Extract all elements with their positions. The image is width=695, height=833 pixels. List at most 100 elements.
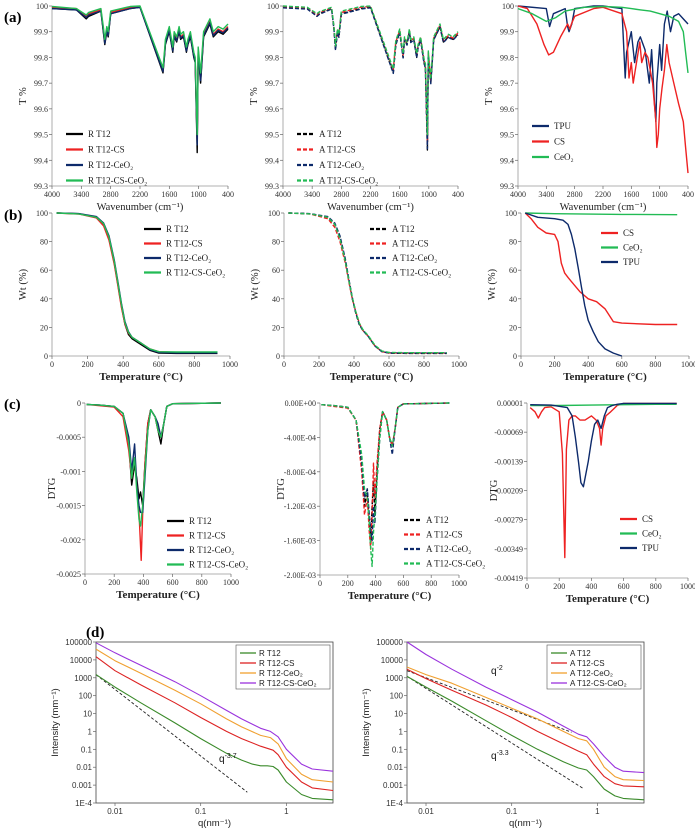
- x-tick-label: 0: [318, 579, 322, 588]
- y-tick-label: -0.00069: [494, 428, 523, 437]
- x-tick-label: 400: [682, 190, 694, 199]
- x-tick-label: 600: [383, 360, 395, 369]
- y-tick-label: 100: [390, 692, 404, 701]
- legend-label: A T12-CS: [319, 145, 356, 155]
- x-tick-label: 400: [348, 360, 360, 369]
- y-tick-label: 1: [88, 727, 93, 736]
- y-tick-label: 60: [272, 266, 280, 275]
- x-axis-label: Temperature (°C): [99, 371, 183, 383]
- y-tick-label: 0.00E+00: [285, 399, 316, 408]
- y-tick-label: 99.6: [265, 105, 279, 114]
- legend-label: R T12-CeO₂: [166, 253, 211, 263]
- plot-frame: [406, 641, 645, 804]
- legend-label: A T12-CS: [570, 659, 605, 668]
- x-tick-label: 400: [452, 190, 464, 199]
- series-line-r-t12-cs-ceo-: [86, 402, 221, 527]
- legend-label: R T12-CS: [189, 531, 226, 541]
- x-tick-label: 1000: [681, 360, 695, 369]
- legend-label: CS: [642, 514, 653, 524]
- series-line-a-t12-ceo-: [282, 7, 459, 150]
- y-tick-label: -8.00E-04: [284, 468, 316, 477]
- x-tick-label: 600: [618, 582, 630, 591]
- series-line-r-t12: [51, 6, 229, 154]
- y-tick-label: 10000: [70, 656, 93, 665]
- legend-box: [546, 644, 642, 690]
- series-line-a-t12: [406, 675, 645, 801]
- series-line-a-t12: [288, 212, 447, 355]
- y-axis-label: T %: [249, 87, 260, 105]
- x-axis-label: Wavenumber (cm⁻¹): [560, 202, 647, 213]
- legend-label: A T12-CeO₂: [392, 253, 437, 263]
- y-tick-label: -0.00209: [494, 487, 523, 496]
- y-tick-label: -0.00279: [494, 516, 523, 525]
- chart-a2: 99.3 99.4 99.5 99.6 99.7 99.8 99.9 100 4000 3400 2…: [249, 2, 464, 213]
- y-axis-label: T %: [484, 87, 495, 105]
- legend-label: R T12-CS: [166, 239, 203, 249]
- y-tick-label: 0.001: [72, 781, 93, 790]
- x-tick-label: 0.1: [195, 807, 207, 816]
- x-tick-label: 800: [425, 579, 437, 588]
- series-line-a-t12-cs: [288, 212, 447, 354]
- y-tick-label: 1E-4: [75, 799, 92, 808]
- y-tick-label: -0.0005: [56, 433, 81, 442]
- x-tick-label: 400: [137, 578, 149, 587]
- y-tick-label: 99.5: [265, 131, 279, 140]
- y-tick-label: 99.3: [500, 182, 514, 191]
- y-tick-label: -0.00139: [494, 457, 523, 466]
- x-axis-label: Temperature (°C): [563, 371, 647, 383]
- x-tick-label: 1000: [680, 582, 695, 591]
- series-line-tpu: [530, 402, 677, 488]
- series-line-r-t12: [86, 402, 221, 507]
- x-tick-label: 0: [525, 582, 529, 591]
- series-line-r-t12-cs-ceo-: [56, 212, 218, 353]
- y-tick-label: 99.3: [265, 182, 279, 191]
- legend-label: A T12-CS: [392, 239, 429, 249]
- y-axis-label: Wt (%): [487, 268, 498, 300]
- x-tick-label: 800: [418, 360, 430, 369]
- x-tick-label: 4000: [275, 190, 291, 199]
- power-law-fit-line: [95, 674, 248, 793]
- x-tick-label: 2800: [567, 190, 583, 199]
- legend-label: A T12-CS-CeO₂: [392, 268, 451, 278]
- legend-label: R T12-CS: [259, 659, 294, 668]
- y-axis-label: Intensity (mm⁻¹): [361, 688, 372, 756]
- series-line-r-t12: [95, 674, 334, 801]
- y-tick-label: 10: [83, 710, 92, 719]
- y-axis-label: Wt (%): [18, 268, 29, 300]
- series-line-a-t12-cs-ceo-: [406, 641, 645, 774]
- x-tick-label: 1: [595, 807, 600, 816]
- legend-label: CeO₂: [554, 152, 574, 162]
- x-tick-label: 0: [519, 360, 523, 369]
- series-line-r-t12-cs: [95, 656, 334, 792]
- chart-a3: 99.3 99.4 99.5 99.6 99.7 99.8 99.9 100 4000 3400 2…: [484, 2, 694, 213]
- y-tick-label: 1000: [385, 674, 403, 683]
- panel-label-b: (b): [4, 208, 22, 224]
- legend-label: TPU: [623, 257, 641, 267]
- x-tick-label: 0: [282, 360, 286, 369]
- y-tick-label: 99.8: [500, 53, 514, 62]
- x-tick-label: 0: [83, 578, 87, 587]
- x-tick-label: 400: [117, 360, 129, 369]
- y-tick-label: 20: [40, 323, 48, 332]
- x-tick-label: 2200: [595, 190, 611, 199]
- y-tick-label: -2.00E-03: [284, 571, 316, 580]
- x-tick-label: 800: [649, 360, 661, 369]
- y-tick-label: 99.9: [500, 28, 514, 37]
- x-tick-label: 600: [397, 579, 409, 588]
- y-tick-label: 100: [79, 692, 93, 701]
- series-line-a-t12-cs-ceo-: [282, 5, 459, 136]
- y-tick-label: 60: [509, 266, 517, 275]
- y-tick-label: 0.001: [383, 781, 404, 790]
- y-tick-label: 80: [272, 238, 280, 247]
- series-line-cs: [529, 402, 677, 559]
- series-line-r-t12-cs: [56, 212, 218, 354]
- x-tick-label: 400: [585, 582, 597, 591]
- legend-label: R T12: [88, 129, 111, 139]
- x-tick-label: 1000: [451, 579, 467, 588]
- y-tick-label: 99.6: [500, 105, 514, 114]
- series-line-a-t12-cs-ceo-: [321, 402, 450, 568]
- y-tick-label: 99.4: [500, 156, 514, 165]
- y-tick-label: 0.00001: [497, 399, 523, 408]
